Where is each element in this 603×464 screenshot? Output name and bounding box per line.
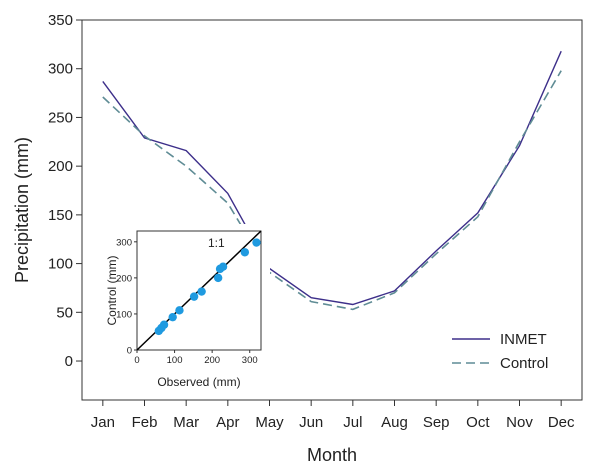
main-plot: 0 50 100 150 200 250 300 350 Jan Feb Mar Apr May Jun J… bbox=[12, 12, 583, 464]
inset-y-tick-label: 200 bbox=[116, 273, 132, 284]
y-tick-label: 300 bbox=[48, 61, 73, 78]
inset-x-tick-label: 200 bbox=[204, 355, 220, 366]
inset-data-point bbox=[213, 273, 223, 283]
y-tick-label: 0 bbox=[65, 353, 73, 370]
inset-data-point bbox=[189, 292, 199, 301]
inset-y-axis-title: Control (mm) bbox=[105, 255, 119, 325]
y-tick-label: 350 bbox=[48, 12, 73, 29]
x-axis-title: Month bbox=[307, 445, 357, 464]
inset-data-point bbox=[240, 248, 250, 257]
x-tick-label: Sep bbox=[423, 414, 450, 431]
x-tick-label: Nov bbox=[506, 414, 533, 431]
x-tick-label: Jan bbox=[91, 414, 115, 431]
inset-y-tick-label: 0 bbox=[127, 346, 132, 357]
legend-label-inmet: INMET bbox=[500, 331, 547, 348]
inset-annotation: 1:1 bbox=[208, 236, 225, 250]
inset-x-tick-label: 100 bbox=[167, 355, 183, 366]
y-tick-label: 50 bbox=[56, 304, 73, 321]
legend-label-control: Control bbox=[500, 355, 548, 372]
inset-x-axis-title: Observed (mm) bbox=[157, 375, 240, 389]
y-tick-label: 100 bbox=[48, 256, 73, 273]
inset-data-point bbox=[175, 306, 184, 315]
inset-data-point bbox=[197, 287, 206, 296]
inset-data-point bbox=[252, 238, 261, 247]
x-tick-label: Dec bbox=[548, 414, 575, 431]
inset-data-point bbox=[218, 262, 228, 271]
inset-y-tick-label: 300 bbox=[116, 237, 132, 248]
x-tick-label: Apr bbox=[216, 414, 239, 431]
y-tick-label: 150 bbox=[48, 207, 73, 224]
x-tick-label: Jun bbox=[299, 414, 323, 431]
x-tick-label: Mar bbox=[173, 414, 199, 431]
x-tick-label: Feb bbox=[132, 414, 158, 431]
inset-data-point bbox=[168, 312, 177, 322]
y-axis-title: Precipitation (mm) bbox=[12, 137, 32, 283]
inset-x-tick-label: 300 bbox=[242, 355, 258, 366]
inset-x-tick-label: 0 bbox=[134, 355, 139, 366]
x-tick-label: Aug bbox=[381, 414, 408, 431]
x-tick-label: Oct bbox=[466, 414, 490, 431]
y-tick-label: 200 bbox=[48, 158, 73, 175]
y-tick-label: 250 bbox=[48, 109, 73, 126]
inset-frame bbox=[136, 230, 262, 351]
inset-data-point bbox=[159, 320, 169, 329]
series-line-control bbox=[102, 70, 562, 311]
x-tick-label: Jul bbox=[343, 414, 362, 431]
series-line-inmet bbox=[102, 50, 562, 306]
inset-y-tick-label: 100 bbox=[116, 309, 132, 320]
x-tick-label: May bbox=[255, 414, 284, 431]
inset-plot: 0 100 200 300 0 100 200 300 1:1 Observed (mm) Cont… bbox=[105, 224, 270, 394]
plot-frame bbox=[81, 19, 583, 401]
